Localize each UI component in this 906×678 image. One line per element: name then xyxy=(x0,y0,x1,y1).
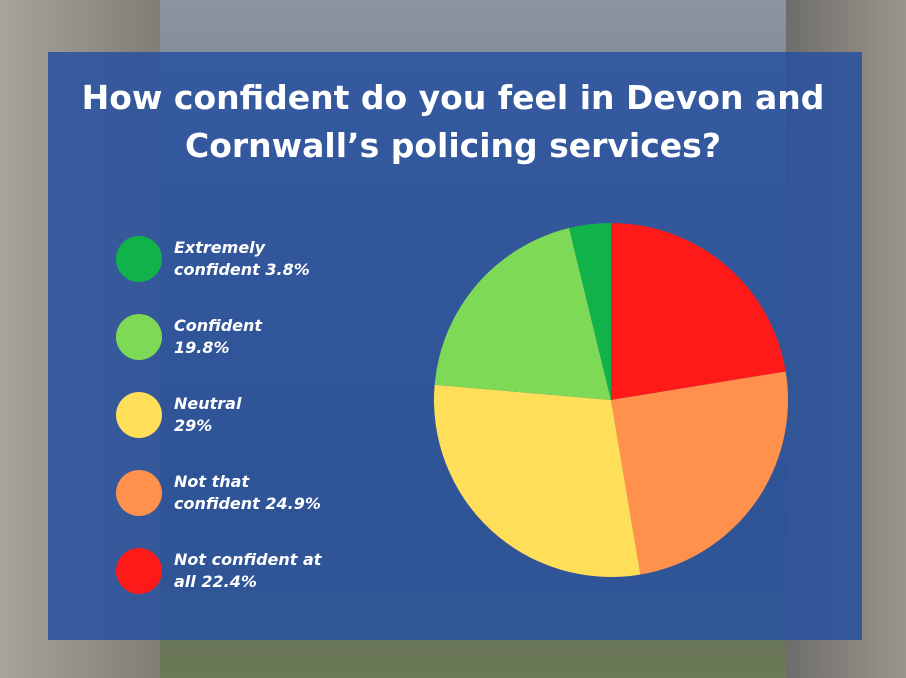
pie-slice xyxy=(611,371,788,575)
legend-item: Not that confident 24.9% xyxy=(116,454,324,532)
category-name: Not confident at all xyxy=(174,550,322,591)
legend-swatch xyxy=(116,548,162,594)
category-name: Extremely confident xyxy=(174,238,266,279)
value-label: 24.9% xyxy=(265,494,321,513)
legend-item: Confident 19.8% xyxy=(116,298,324,376)
legend-swatch xyxy=(116,314,162,360)
legend-label: Confident 19.8% xyxy=(174,315,324,359)
legend-item: Neutral 29% xyxy=(116,376,324,454)
category-name: Confident xyxy=(174,316,263,335)
pie-slice xyxy=(611,223,786,400)
pie-slice xyxy=(434,228,611,400)
pie-slice xyxy=(433,384,641,578)
value-label: 22.4% xyxy=(201,572,257,591)
category-name: Not that confident xyxy=(174,472,260,513)
legend-label: Neutral 29% xyxy=(174,393,324,437)
value-label: 29% xyxy=(174,416,213,435)
value-label: 19.8% xyxy=(174,338,230,357)
legend-swatch xyxy=(116,392,162,438)
legend-label: Extremely confident 3.8% xyxy=(174,237,324,281)
pie-slice xyxy=(569,223,611,400)
legend-item: Extremely confident 3.8% xyxy=(116,220,324,298)
legend-item: Not confident at all 22.4% xyxy=(116,532,324,610)
chart-title: How confident do you feel in Devon and C… xyxy=(81,78,825,165)
legend-swatch xyxy=(116,236,162,282)
legend: Extremely confident 3.8% Confident 19.8% N… xyxy=(116,220,324,610)
value-label: 3.8% xyxy=(265,260,310,279)
legend-swatch xyxy=(116,470,162,516)
category-name: Neutral xyxy=(174,394,242,413)
legend-label: Not that confident 24.9% xyxy=(174,471,324,515)
legend-label: Not confident at all 22.4% xyxy=(174,549,324,593)
